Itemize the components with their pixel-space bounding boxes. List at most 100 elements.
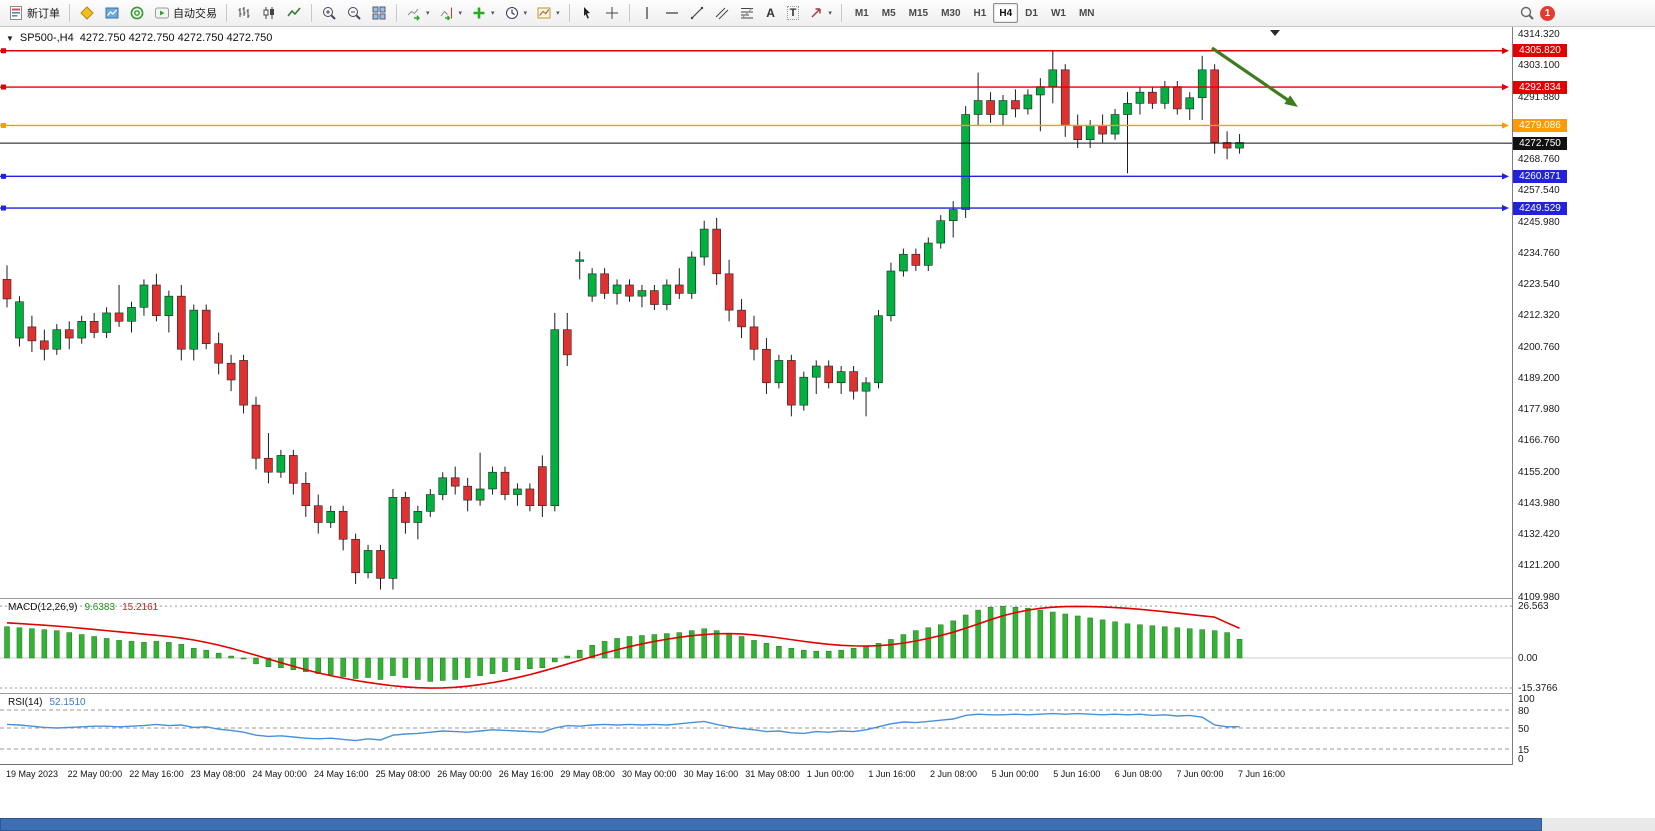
trend-arrow-object[interactable] <box>1211 46 1298 107</box>
panel-separator[interactable] <box>0 693 1512 694</box>
price-chart-canvas[interactable] <box>0 27 1512 598</box>
trendline-icon <box>690 6 703 20</box>
market-watch-button[interactable] <box>100 2 124 24</box>
line-chart-button[interactable] <box>282 2 306 24</box>
community-button[interactable] <box>125 2 149 24</box>
fibonacci-button[interactable] <box>735 2 759 24</box>
autotrading-icon <box>155 7 169 19</box>
notification-badge[interactable]: 1 <box>1540 5 1555 21</box>
macd-scale-label: -15.3766 <box>1518 683 1558 695</box>
price-tick-label: 4291.880 <box>1518 91 1560 103</box>
rsi-line <box>6 712 1240 742</box>
chart-shift-icon <box>440 7 452 21</box>
auto-scroll-button[interactable]: ▾ <box>402 2 434 24</box>
new-order-label: 新订单 <box>27 8 60 20</box>
tile-windows-button[interactable] <box>367 2 391 24</box>
time-tick-label: 1 Jun 00:00 <box>806 769 854 779</box>
candlestick-chart-icon <box>263 7 274 19</box>
macd-chart-canvas[interactable] <box>0 599 1512 693</box>
horizontal-line-icon <box>665 12 678 14</box>
time-tick-label: 5 Jun 16:00 <box>1053 769 1101 779</box>
price-axis[interactable]: 4314.3204303.1004291.8804280.6604268.760… <box>1512 27 1655 765</box>
dropdown-caret: ▾ <box>458 10 463 17</box>
panel-separator[interactable] <box>0 598 1512 599</box>
market-watch-icon <box>105 7 119 19</box>
autotrading-button[interactable]: 自动交易 <box>150 2 221 24</box>
metaeditor-button[interactable] <box>75 2 99 24</box>
rsi-chart-canvas[interactable] <box>0 694 1512 764</box>
price-tick-label: 4200.760 <box>1518 341 1560 353</box>
timeframe-w1-button[interactable]: W1 <box>1045 3 1072 23</box>
timeframe-h1-button[interactable]: H1 <box>968 3 993 23</box>
time-tick-label: 1 Jun 16:00 <box>868 769 916 779</box>
zoom-out-button[interactable] <box>342 2 366 24</box>
chart-ohlc-values: 4272.750 4272.750 4272.750 4272.750 <box>79 32 273 44</box>
timeframe-mn-button[interactable]: MN <box>1073 3 1101 23</box>
text-tool-button[interactable]: A <box>760 2 782 24</box>
rsi-title: RSI(14) <box>8 697 43 708</box>
dropdown-caret: ▾ <box>556 10 560 17</box>
text-tool-icon: A <box>766 6 775 20</box>
price-badge-4305.820: 4305.820 <box>1513 44 1567 58</box>
vertical-line-icon <box>645 7 648 19</box>
search-icon <box>1520 6 1534 20</box>
time-axis[interactable]: 19 May 2023 22 May 00:00 22 May 16:00 23 Ma… <box>0 764 1655 782</box>
arrow-objects-button[interactable]: ▾ <box>804 2 836 24</box>
price-badge-4272.750: 4272.750 <box>1513 136 1567 150</box>
search-button[interactable] <box>1515 2 1539 24</box>
add-indicator-button[interactable]: ▾ <box>467 2 499 24</box>
dropdown-caret: ▾ <box>523 10 528 17</box>
price-badge-4260.871: 4260.871 <box>1513 169 1567 183</box>
chart-symbol-period: SP500-,H4 <box>19 32 74 44</box>
periods-clock-button[interactable]: ▾ <box>500 2 532 24</box>
timeframe-toolbar: M1 M5 M15 M30 H1 H4 D1 W1 MN <box>849 3 1101 23</box>
new-order-button[interactable]: 新订单 <box>4 2 64 24</box>
timeframe-m15-button[interactable]: M15 <box>903 3 934 23</box>
chart-title-caret[interactable]: ▼ <box>6 33 14 43</box>
horizontal-scrollbar-thumb[interactable] <box>0 818 1542 831</box>
price-tick-label: 4109.980 <box>1518 591 1560 603</box>
time-tick-label: 23 May 08:00 <box>190 769 246 779</box>
timeframe-h4-button[interactable]: H4 <box>993 3 1019 23</box>
price-badge-4249.529: 4249.529 <box>1513 201 1567 215</box>
timeframe-m30-button[interactable]: M30 <box>935 3 966 23</box>
periods-clock-icon <box>505 7 518 19</box>
price-tick-label: 4234.760 <box>1518 247 1560 259</box>
vertical-line-button[interactable] <box>635 2 659 24</box>
channel-icon <box>715 7 728 20</box>
crosshair-button[interactable] <box>600 2 624 24</box>
candlestick-chart-button[interactable] <box>257 2 281 24</box>
rsi-scale-label: 100 <box>1518 693 1535 705</box>
price-tick-label: 4143.980 <box>1518 497 1560 509</box>
zoom-in-icon <box>323 7 336 20</box>
chart-shift-button[interactable]: ▾ <box>435 2 467 24</box>
templates-button[interactable]: ▾ <box>532 2 564 24</box>
time-tick-label: 7 Jun 00:00 <box>1176 769 1224 779</box>
trade-panel-caret[interactable] <box>1270 30 1280 36</box>
cursor-button[interactable] <box>575 2 599 24</box>
price-tick-label: 4268.760 <box>1518 154 1560 166</box>
toolbar-separator <box>226 4 227 22</box>
timeframe-d1-button[interactable]: D1 <box>1019 3 1044 23</box>
time-tick-label: 30 May 00:00 <box>622 769 677 779</box>
horizontal-scrollbar-track[interactable] <box>0 818 1655 831</box>
horizontal-line-button[interactable] <box>660 2 684 24</box>
dropdown-caret: ▾ <box>828 10 832 17</box>
channel-button[interactable] <box>710 2 734 24</box>
zoom-out-icon <box>348 7 361 20</box>
toolbar-separator <box>311 4 312 22</box>
timeframe-m5-button[interactable]: M5 <box>876 3 902 23</box>
timeframe-m1-button[interactable]: M1 <box>849 3 875 23</box>
label-tool-button[interactable]: T <box>783 2 804 24</box>
trendline-button[interactable] <box>685 2 709 24</box>
rsi-scale-label: 80 <box>1518 705 1530 717</box>
time-tick-label: 5 Jun 00:00 <box>991 769 1039 779</box>
time-tick-label: 26 May 16:00 <box>498 769 554 779</box>
bar-chart-button[interactable] <box>232 2 256 24</box>
time-tick-label: 31 May 08:00 <box>745 769 800 779</box>
label-tool-icon: T <box>786 6 800 20</box>
rsi-scale-label: 50 <box>1518 723 1530 735</box>
toolbar-separator <box>69 4 70 22</box>
zoom-in-button[interactable] <box>317 2 341 24</box>
macd-main-value: 9.6383 <box>84 602 116 613</box>
